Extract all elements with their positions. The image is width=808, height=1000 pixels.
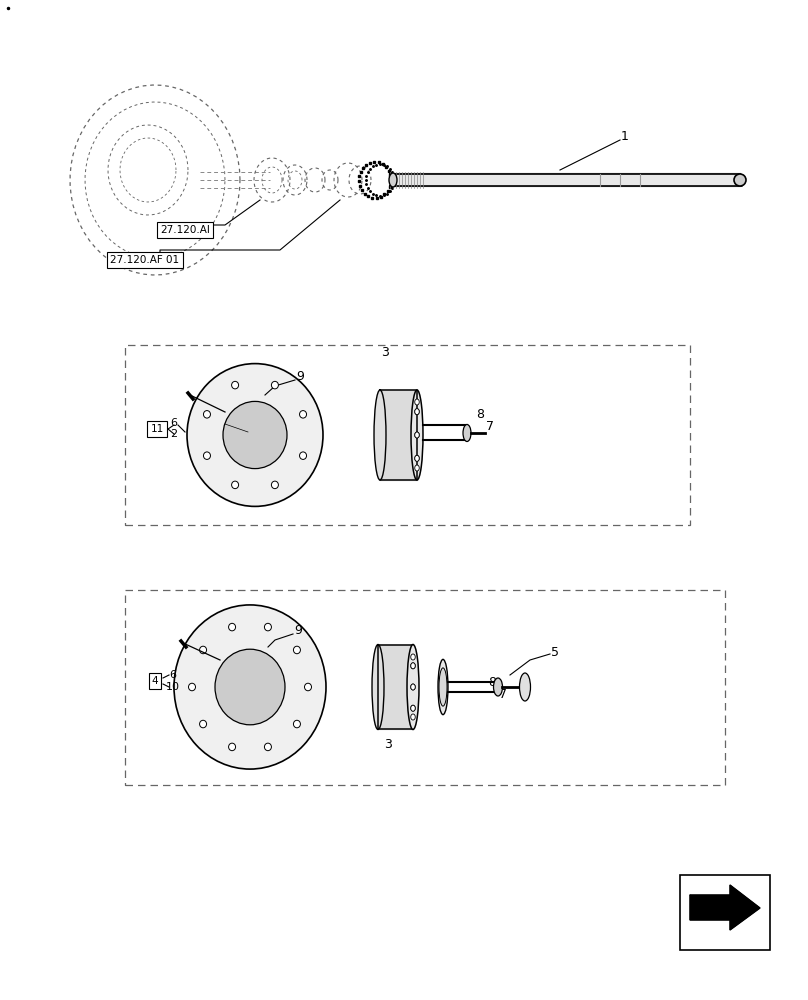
Ellipse shape	[734, 174, 746, 186]
Polygon shape	[255, 611, 280, 763]
Bar	[125, 590, 725, 785]
Ellipse shape	[438, 659, 448, 715]
Ellipse shape	[415, 455, 419, 461]
Text: 6: 6	[170, 418, 178, 428]
Text: 9: 9	[296, 370, 304, 383]
Polygon shape	[260, 367, 283, 503]
Ellipse shape	[215, 649, 285, 725]
Ellipse shape	[264, 743, 271, 751]
Ellipse shape	[415, 465, 419, 471]
Text: 3: 3	[381, 346, 389, 359]
Ellipse shape	[410, 714, 415, 720]
Ellipse shape	[439, 668, 447, 706]
Ellipse shape	[415, 432, 419, 438]
Ellipse shape	[463, 424, 471, 442]
Polygon shape	[690, 885, 760, 930]
Ellipse shape	[407, 645, 419, 730]
Ellipse shape	[293, 720, 301, 728]
Text: 5: 5	[551, 646, 559, 658]
Text: 7: 7	[486, 420, 494, 432]
Ellipse shape	[415, 455, 419, 461]
Bar	[680, 875, 770, 950]
Ellipse shape	[223, 401, 287, 469]
Ellipse shape	[374, 390, 386, 480]
Text: 10: 10	[166, 682, 180, 692]
Ellipse shape	[232, 381, 238, 389]
Text: 7: 7	[499, 688, 507, 702]
Ellipse shape	[229, 623, 236, 631]
Ellipse shape	[293, 646, 301, 654]
Text: 6: 6	[170, 670, 176, 680]
Text: 27.120.AI: 27.120.AI	[160, 225, 210, 235]
Ellipse shape	[520, 673, 531, 701]
Ellipse shape	[410, 663, 415, 669]
Ellipse shape	[389, 173, 397, 187]
Ellipse shape	[415, 409, 419, 415]
Ellipse shape	[300, 452, 306, 459]
Polygon shape	[378, 645, 413, 729]
Text: 3: 3	[384, 738, 392, 752]
Ellipse shape	[264, 623, 271, 631]
Text: 27.120.AF 01: 27.120.AF 01	[111, 255, 179, 265]
Ellipse shape	[410, 663, 415, 669]
Ellipse shape	[410, 705, 415, 711]
Ellipse shape	[410, 684, 415, 690]
Text: 2: 2	[170, 429, 178, 439]
Ellipse shape	[410, 684, 415, 690]
Text: 8: 8	[476, 408, 484, 420]
Text: 4: 4	[152, 676, 158, 686]
Text: 8: 8	[488, 676, 496, 688]
Polygon shape	[390, 174, 742, 186]
Polygon shape	[380, 390, 417, 480]
Ellipse shape	[200, 646, 207, 654]
Ellipse shape	[415, 432, 419, 438]
Text: 1: 1	[621, 130, 629, 143]
Text: 11: 11	[150, 424, 164, 434]
Text: 9: 9	[294, 624, 302, 638]
Ellipse shape	[232, 481, 238, 489]
Ellipse shape	[494, 678, 503, 696]
Ellipse shape	[271, 381, 279, 389]
Ellipse shape	[410, 654, 415, 660]
Ellipse shape	[204, 411, 210, 418]
Ellipse shape	[204, 452, 210, 459]
Ellipse shape	[372, 645, 384, 730]
Ellipse shape	[229, 743, 236, 751]
Ellipse shape	[300, 411, 306, 418]
Ellipse shape	[415, 409, 419, 415]
Ellipse shape	[174, 605, 326, 769]
Ellipse shape	[415, 399, 419, 405]
Bar	[125, 345, 690, 525]
Ellipse shape	[188, 683, 196, 691]
Ellipse shape	[411, 390, 423, 480]
Ellipse shape	[271, 481, 279, 489]
Ellipse shape	[305, 683, 312, 691]
Ellipse shape	[410, 705, 415, 711]
Ellipse shape	[200, 720, 207, 728]
Ellipse shape	[187, 364, 323, 506]
